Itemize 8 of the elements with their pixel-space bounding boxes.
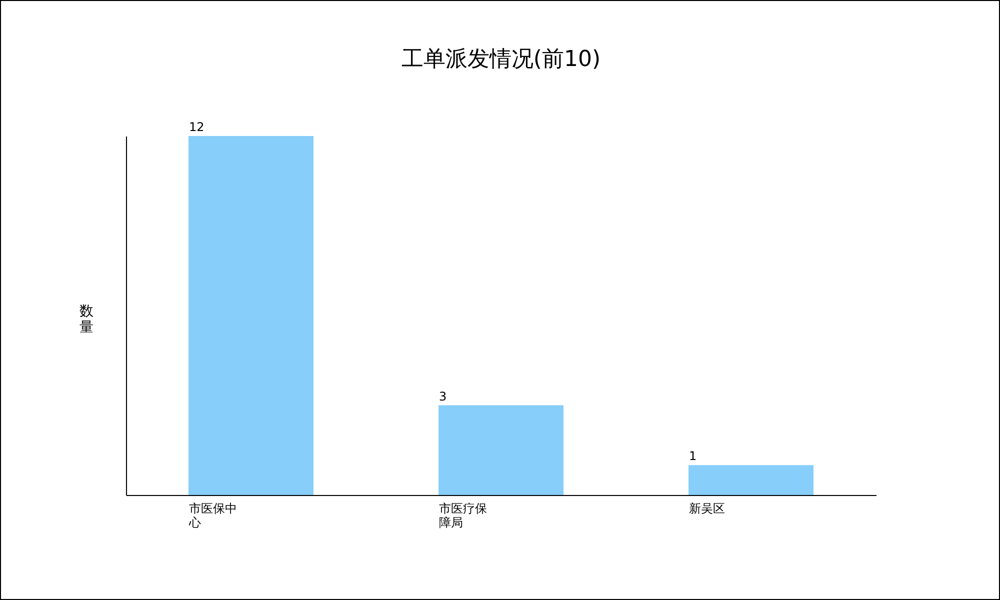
data-label: 1 — [689, 449, 697, 464]
x-tick-label: 市医疗保障局 — [439, 502, 487, 530]
y-axis-title: 数量 — [80, 304, 94, 336]
data-label: 12 — [189, 120, 204, 134]
x-tick-label: 新吴区 — [689, 502, 725, 516]
data-label: 3 — [439, 389, 447, 404]
chart-title: 工单派发情况(前10) — [401, 47, 601, 72]
x-tick-label: 市医保中心 — [188, 502, 237, 530]
